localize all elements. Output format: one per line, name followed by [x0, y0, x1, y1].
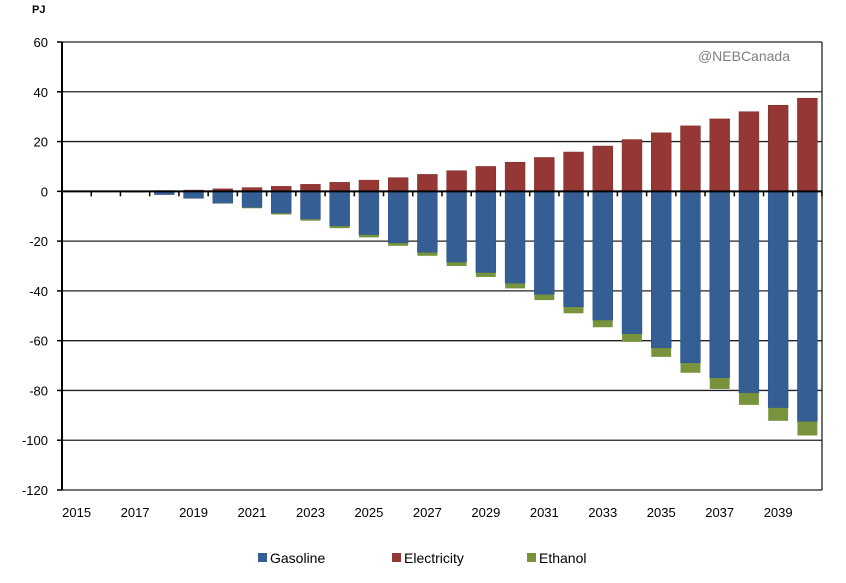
bar-electricity	[621, 139, 643, 192]
bar-ethanol	[563, 307, 584, 314]
bar-ethanol	[329, 226, 350, 229]
bar-gasoline	[446, 191, 467, 263]
bar-gasoline	[475, 191, 497, 273]
legend-swatch-ethanol	[527, 553, 536, 562]
x-tick-label: 2015	[62, 505, 91, 520]
y-tick-label: -40	[29, 284, 48, 299]
y-tick-label: 40	[34, 85, 48, 100]
bar-electricity	[767, 104, 789, 192]
bar-ethanol	[768, 407, 789, 421]
bar-ethanol	[417, 252, 438, 256]
y-tick-label: -60	[29, 334, 48, 349]
x-tick-label: 2031	[530, 505, 559, 520]
x-tick-label: 2039	[764, 505, 793, 520]
bar-ethanol	[738, 392, 759, 405]
bar-ethanol	[505, 283, 526, 289]
x-tick-label: 2035	[647, 505, 676, 520]
bar-electricity	[534, 157, 555, 192]
bar-gasoline	[592, 191, 613, 321]
bar-gasoline	[329, 191, 350, 227]
axes: -120 -100 -80 -60 -40 -20 0 20 40 60 2015 2017 2019 2…	[22, 35, 823, 520]
bar-gasoline	[300, 191, 321, 220]
bar-gasoline	[767, 191, 789, 409]
bar-ethanol	[446, 262, 467, 266]
bar-ethanol	[358, 234, 379, 238]
y-axis-label: PJ	[32, 4, 45, 16]
bar-gasoline	[183, 191, 204, 199]
bars	[124, 97, 818, 436]
watermark: @NEBCanada	[698, 48, 790, 64]
bar-gasoline	[534, 191, 555, 295]
bar-gasoline	[563, 191, 584, 308]
x-tick-label: 2025	[354, 505, 383, 520]
bar-electricity	[300, 184, 321, 192]
bar-electricity	[329, 182, 350, 192]
bar-ethanol	[592, 320, 613, 328]
y-tick-label: 20	[34, 135, 48, 150]
bar-electricity	[709, 118, 730, 192]
bar-gasoline	[241, 191, 263, 208]
bar-electricity	[446, 170, 467, 192]
x-tick-label: 2033	[588, 505, 617, 520]
bar-gasoline	[680, 191, 701, 364]
bar-electricity	[504, 161, 526, 192]
bar-gasoline	[212, 191, 233, 204]
x-tick-label: 2017	[121, 505, 150, 520]
x-tick-label: 2027	[413, 505, 442, 520]
bar-electricity	[387, 177, 409, 192]
bar-ethanol	[300, 219, 321, 221]
bar-gasoline	[271, 191, 292, 214]
x-tick-label: 2023	[296, 505, 325, 520]
bar-gasoline	[417, 191, 438, 253]
x-tick-label: 2019	[179, 505, 208, 520]
x-tick-label: 2037	[705, 505, 734, 520]
bar-electricity	[417, 174, 438, 192]
legend-label-ethanol: Ethanol	[539, 550, 586, 566]
y-tick-label: -100	[22, 433, 48, 448]
legend-swatch-electricity	[392, 553, 401, 562]
bar-electricity	[358, 179, 380, 192]
legend-label-electricity: Electricity	[404, 550, 464, 566]
bar-electricity	[563, 151, 584, 192]
y-tick-label: 60	[34, 35, 48, 50]
bar-ethanol	[622, 333, 642, 342]
bar-electricity	[475, 166, 497, 192]
bar-ethanol	[651, 348, 672, 357]
bar-gasoline	[504, 191, 526, 284]
bar-gasoline	[621, 191, 643, 335]
y-tick-label: 0	[41, 184, 48, 199]
bar-gasoline	[709, 191, 730, 379]
bar-gasoline	[797, 191, 818, 422]
bar-ethanol	[797, 421, 818, 436]
bar-ethanol	[680, 363, 701, 373]
bar-ethanol	[709, 378, 730, 389]
bar-electricity	[738, 111, 760, 192]
legend-swatch-gasoline	[258, 553, 267, 562]
bar-gasoline	[358, 191, 380, 236]
bar-ethanol	[475, 272, 496, 277]
bar-ethanol	[242, 207, 262, 209]
bar-electricity	[651, 132, 672, 192]
x-tick-label: 2021	[238, 505, 267, 520]
y-tick-label: -120	[22, 483, 48, 498]
x-tick-label: 2029	[471, 505, 500, 520]
bar-gasoline	[387, 191, 409, 244]
bar-gasoline	[738, 191, 760, 394]
bar-gasoline	[651, 191, 672, 349]
bar-ethanol	[388, 243, 409, 246]
gridlines	[62, 41, 823, 491]
bar-ethanol	[271, 213, 292, 215]
bar-electricity	[797, 97, 818, 192]
legend: Gasoline Electricity Ethanol	[258, 550, 586, 566]
bar-electricity	[680, 125, 701, 192]
bar-ethanol	[534, 294, 555, 301]
legend-label-gasoline: Gasoline	[270, 550, 325, 566]
bar-electricity	[592, 145, 613, 192]
y-tick-label: -80	[29, 383, 48, 398]
y-tick-label: -20	[29, 234, 48, 249]
